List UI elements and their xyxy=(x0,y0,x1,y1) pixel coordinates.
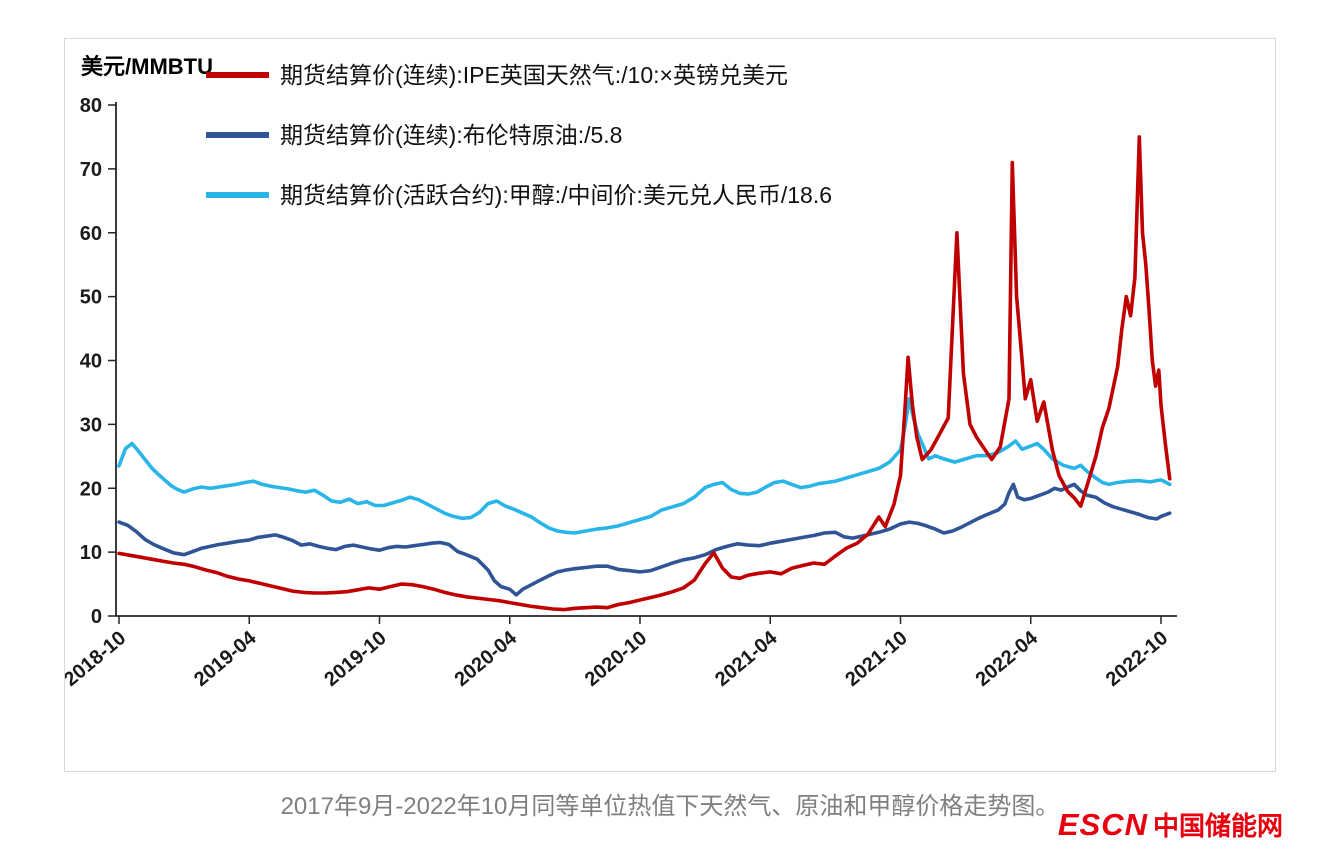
legend-item-methanol: 期货结算价(活跃合约):甲醇:/中间价:美元兑人民币/18.6 xyxy=(206,179,832,211)
svg-text:2022-04: 2022-04 xyxy=(972,626,1043,691)
legend-label-uk-natural-gas: 期货结算价(连续):IPE英国天然气:/10:×英镑兑美元 xyxy=(280,62,788,88)
escn-logo-site-name: 中国储能网 xyxy=(1152,811,1283,841)
svg-text:0: 0 xyxy=(91,606,102,628)
svg-text:30: 30 xyxy=(80,414,102,436)
svg-text:10: 10 xyxy=(80,542,102,564)
svg-text:60: 60 xyxy=(80,223,102,245)
svg-text:2021-10: 2021-10 xyxy=(841,627,911,691)
legend-item-brent-crude: 期货结算价(连续):布伦特原油:/5.8 xyxy=(206,119,622,151)
escn-logo-brand-text: ESCN xyxy=(1057,806,1148,842)
svg-text:2019-04: 2019-04 xyxy=(190,626,261,691)
svg-text:70: 70 xyxy=(80,159,102,181)
y-axis-unit-label: 美元/MMBTU xyxy=(81,54,213,79)
legend-item-uk-natural-gas: 期货结算价(连续):IPE英国天然气:/10:×英镑兑美元 xyxy=(206,59,788,91)
legend-label-methanol: 期货结算价(活跃合约):甲醇:/中间价:美元兑人民币/18.6 xyxy=(280,182,833,208)
chart-caption: 2017年9月-2022年10月同等单位热值下天然气、原油和甲醇价格走势图。 xyxy=(280,793,1060,820)
svg-text:2020-04: 2020-04 xyxy=(451,626,522,691)
svg-text:80: 80 xyxy=(80,95,102,117)
svg-text:2021-04: 2021-04 xyxy=(711,626,782,691)
svg-text:2018-10: 2018-10 xyxy=(65,627,130,691)
legend-swatch-red-line xyxy=(206,72,269,78)
chart-panel: 美元/MMBTU 期货结算价(连续):IPE英国天然气:/10:×英镑兑美元 期… xyxy=(64,38,1276,772)
svg-text:2020-10: 2020-10 xyxy=(581,627,651,691)
legend-swatch-lightblue-line xyxy=(206,192,269,198)
svg-text:2022-10: 2022-10 xyxy=(1102,627,1172,691)
svg-text:40: 40 xyxy=(80,351,102,373)
legend-swatch-darkblue-line xyxy=(206,132,269,138)
price-trend-line-chart: 0 10 20 30 40 50 60 70 80 2018-10 2019-04 2019-10 20… xyxy=(65,95,1177,691)
svg-text:20: 20 xyxy=(80,478,102,500)
legend-label-brent-crude: 期货结算价(连续):布伦特原油:/5.8 xyxy=(280,122,623,148)
escn-logo: ESCN 中国储能网 xyxy=(1058,806,1283,843)
svg-text:2019-10: 2019-10 xyxy=(320,627,390,691)
svg-text:50: 50 xyxy=(80,287,102,309)
